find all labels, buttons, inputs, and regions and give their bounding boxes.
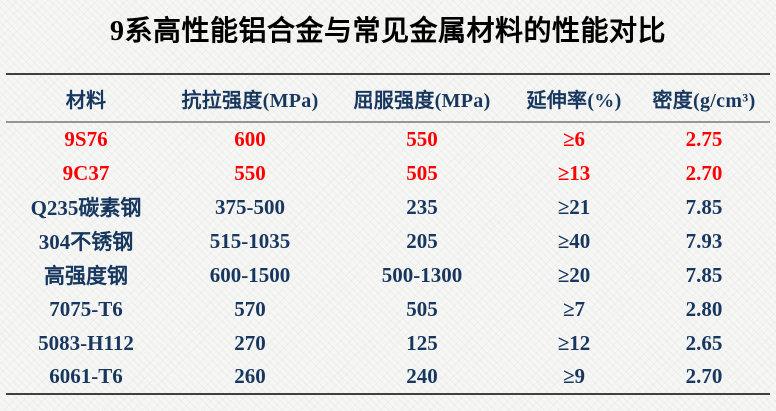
- comparison-table: 材料 抗拉强度(MPa) 屈服强度(MPa) 延伸率(%) 密度(g/cm³) …: [6, 73, 770, 395]
- cell-tensile-strength: 375-500: [215, 194, 285, 219]
- cell-density: 7.85: [685, 194, 723, 219]
- cell-material: 9C37: [62, 160, 110, 185]
- cell-material: 高强度钢: [44, 264, 128, 288]
- cell-elongation: ≥40: [557, 228, 591, 253]
- table-row: 304不锈钢 515-1035 205 ≥40 7.93: [6, 224, 770, 258]
- cell-material: 5083-H112: [38, 330, 134, 355]
- column-header-density: 密度(g/cm³): [638, 74, 770, 123]
- page-title: 9系高性能铝合金与常见金属材料的性能对比: [109, 16, 666, 47]
- cell-density: 7.93: [685, 228, 723, 253]
- cell-elongation: ≥13: [557, 160, 591, 185]
- table-row: 9S76 600 550 ≥6 2.75: [6, 122, 770, 156]
- cell-material: 6061-T6: [49, 364, 123, 388]
- cell-material: 9S76: [64, 127, 108, 151]
- header-row: 材料 抗拉强度(MPa) 屈服强度(MPa) 延伸率(%) 密度(g/cm³): [6, 74, 770, 123]
- cell-yield-strength: 505: [406, 160, 438, 185]
- cell-tensile-strength: 515-1035: [209, 228, 291, 253]
- column-header-elongation: 延伸率(%): [510, 74, 638, 123]
- cell-yield-strength: 235: [406, 194, 438, 219]
- cell-elongation: ≥12: [557, 330, 591, 355]
- cell-elongation: ≥6: [562, 127, 586, 151]
- cell-elongation: ≥20: [557, 262, 591, 287]
- table-row: 高强度钢 600-1500 500-1300 ≥20 7.85: [6, 258, 770, 292]
- cell-elongation: ≥21: [557, 194, 591, 219]
- cell-density: 2.70: [685, 364, 723, 388]
- cell-yield-strength: 240: [406, 364, 438, 388]
- cell-yield-strength: 550: [406, 127, 438, 151]
- table-row: 6061-T6 260 240 ≥9 2.70: [6, 360, 770, 394]
- cell-tensile-strength: 570: [234, 296, 266, 321]
- cell-material: 7075-T6: [49, 296, 123, 321]
- column-header-material: 材料: [6, 74, 166, 123]
- cell-material: Q235碳素钢: [30, 196, 142, 220]
- cell-yield-strength: 205: [406, 228, 438, 253]
- table-header: 材料 抗拉强度(MPa) 屈服强度(MPa) 延伸率(%) 密度(g/cm³): [6, 74, 770, 123]
- cell-elongation: ≥7: [562, 296, 586, 321]
- cell-yield-strength: 125: [406, 330, 438, 355]
- cell-tensile-strength: 550: [234, 160, 266, 185]
- column-header-tensile-strength: 抗拉强度(MPa): [166, 74, 334, 123]
- cell-tensile-strength: 600: [234, 127, 266, 151]
- table-row: 9C37 550 505 ≥13 2.70: [6, 156, 770, 190]
- cell-yield-strength: 500-1300: [381, 262, 463, 287]
- table-row: Q235碳素钢 375-500 235 ≥21 7.85: [6, 190, 770, 224]
- cell-material: 304不锈钢: [38, 230, 134, 254]
- cell-elongation: ≥9: [562, 364, 586, 388]
- column-header-yield-strength: 屈服强度(MPa): [334, 74, 510, 123]
- cell-density: 2.80: [685, 296, 723, 321]
- cell-density: 2.70: [685, 160, 723, 185]
- cell-density: 2.75: [685, 127, 723, 151]
- table-body: 9S76 600 550 ≥6 2.75 9C37 550 505 ≥13 2.…: [6, 122, 770, 394]
- cell-density: 7.85: [685, 262, 723, 287]
- cell-yield-strength: 505: [406, 296, 438, 321]
- table-row: 7075-T6 570 505 ≥7 2.80: [6, 292, 770, 326]
- cell-tensile-strength: 260: [234, 364, 266, 388]
- cell-tensile-strength: 600-1500: [209, 262, 291, 287]
- cell-density: 2.65: [685, 330, 723, 355]
- table-row: 5083-H112 270 125 ≥12 2.65: [6, 326, 770, 360]
- cell-tensile-strength: 270: [234, 330, 266, 355]
